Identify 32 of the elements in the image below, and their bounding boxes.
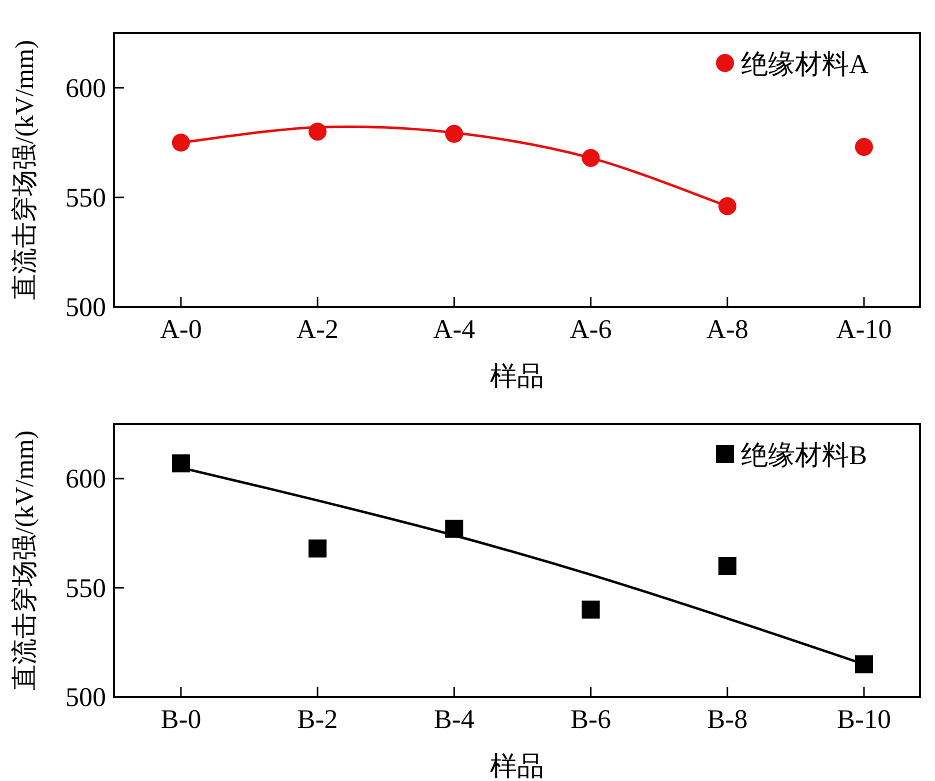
x-tick-label: B-4 bbox=[434, 704, 475, 734]
y-tick-label: 550 bbox=[66, 572, 106, 603]
point bbox=[718, 197, 736, 216]
y-axis-title: 直流击穿场强/(kV/mm) bbox=[10, 430, 39, 690]
point bbox=[172, 134, 190, 152]
x-tick-label: B-0 bbox=[160, 704, 202, 734]
x-tick-label: A-2 bbox=[296, 314, 339, 344]
y-tick-label: 600 bbox=[66, 72, 106, 103]
y-tick-label: 500 bbox=[66, 682, 106, 712]
x-tick-label: B-8 bbox=[707, 704, 748, 734]
legend-label: 绝缘材料A bbox=[741, 49, 869, 79]
x-tick-label: A-0 bbox=[160, 314, 202, 344]
x-tick-label: B-6 bbox=[570, 704, 612, 734]
y-tick-label: 500 bbox=[66, 292, 106, 322]
x-tick-label: A-4 bbox=[433, 314, 476, 344]
point bbox=[854, 655, 873, 674]
x-axis-title: 样品 bbox=[490, 361, 544, 391]
point bbox=[172, 454, 190, 472]
x-tick-label: A-10 bbox=[836, 314, 892, 344]
x-tick-label: B-2 bbox=[297, 704, 338, 734]
legend-label: 绝缘材料B bbox=[741, 440, 868, 470]
x-axis-title: 样品 bbox=[490, 751, 544, 781]
x-tick-label: A-8 bbox=[706, 314, 748, 344]
point bbox=[718, 556, 736, 575]
y-tick-label: 600 bbox=[66, 464, 106, 494]
point bbox=[582, 600, 600, 619]
x-tick-label: A-6 bbox=[570, 314, 612, 344]
point bbox=[854, 138, 873, 156]
x-tick-label: B-10 bbox=[836, 704, 891, 734]
point bbox=[308, 539, 327, 558]
y-axis-title: 直流击穿场强/(kV/mm) bbox=[10, 40, 39, 300]
y-tick-label: 550 bbox=[66, 182, 106, 212]
